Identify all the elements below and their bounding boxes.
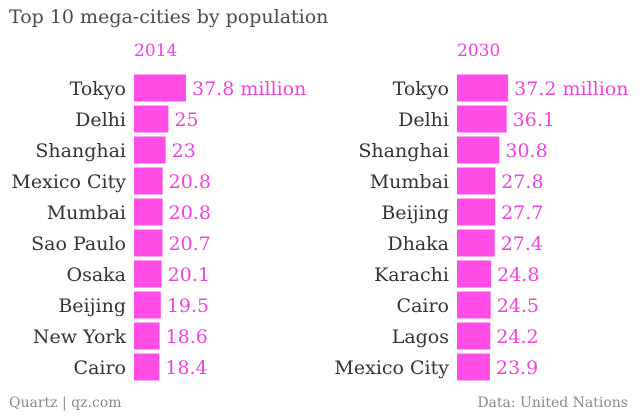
bar-2030-cairo xyxy=(457,291,491,319)
value-label-2030: 27.8 xyxy=(501,171,543,193)
category-label-2030: Delhi xyxy=(398,109,449,131)
value-label-2030: 24.2 xyxy=(496,326,538,348)
value-label-2030: 27.7 xyxy=(501,202,543,224)
bar-2014-new-york xyxy=(134,322,160,350)
chart-title: Top 10 mega-cities by population xyxy=(9,6,329,28)
bar-2014-mumbai xyxy=(134,198,163,226)
category-label-2014: Shanghai xyxy=(35,140,126,162)
bar-2014-beijing xyxy=(134,291,161,319)
bar-2030-karachi xyxy=(457,260,492,288)
category-label-2014: New York xyxy=(33,326,127,348)
bar-2030-mumbai xyxy=(457,167,496,195)
bar-2014-tokyo xyxy=(134,74,186,102)
value-label-2030: 30.8 xyxy=(505,140,547,162)
category-label-2014: Tokyo xyxy=(70,78,126,100)
panel-header-2030: 2030 xyxy=(457,41,500,61)
category-label-2030: Karachi xyxy=(374,264,449,286)
category-label-2030: Mumbai xyxy=(370,171,449,193)
value-label-2030: 23.9 xyxy=(496,357,538,379)
value-label-2014: 18.4 xyxy=(165,357,207,379)
value-label-2014: 23 xyxy=(172,140,196,162)
value-label-2030: 24.5 xyxy=(497,295,539,317)
bar-2014-shanghai xyxy=(134,136,166,164)
panel-header-2014: 2014 xyxy=(134,41,177,61)
value-label-2014: 20.8 xyxy=(169,171,211,193)
category-label-2014: Osaka xyxy=(67,264,127,286)
category-label-2030: Beijing xyxy=(381,202,449,224)
footer-credit: Quartz | qz.com xyxy=(9,395,122,411)
category-label-2014: Delhi xyxy=(75,109,126,131)
bar-2030-lagos xyxy=(457,322,491,350)
category-label-2014: Mumbai xyxy=(47,202,126,224)
bar-2030-shanghai xyxy=(457,136,500,164)
value-label-2014: 19.5 xyxy=(167,295,209,317)
value-label-2014: 37.8 million xyxy=(192,78,306,100)
category-label-2014: Cairo xyxy=(74,357,126,379)
category-label-2030: Shanghai xyxy=(358,140,449,162)
value-label-2030: 24.8 xyxy=(497,264,539,286)
category-label-2014: Beijing xyxy=(58,295,126,317)
category-label-2014: Sao Paulo xyxy=(31,233,126,255)
bar-2014-osaka xyxy=(134,260,162,288)
category-label-2030: Mexico City xyxy=(334,357,449,379)
value-label-2014: 18.6 xyxy=(166,326,208,348)
bar-2014-delhi xyxy=(134,105,169,133)
bar-2014-sao-paulo xyxy=(134,229,163,257)
value-label-2014: 20.1 xyxy=(168,264,210,286)
bar-2030-beijing xyxy=(457,198,496,226)
value-label-2014: 20.8 xyxy=(169,202,211,224)
category-label-2014: Mexico City xyxy=(11,171,126,193)
value-label-2030: 37.2 million xyxy=(514,78,628,100)
bar-2014-mexico-city xyxy=(134,167,163,195)
bar-2030-dhaka xyxy=(457,229,495,257)
value-label-2030: 27.4 xyxy=(501,233,543,255)
value-label-2014: 20.7 xyxy=(168,233,210,255)
footer-source: Data: United Nations xyxy=(477,395,628,411)
bar-2030-tokyo xyxy=(457,74,509,102)
category-label-2030: Lagos xyxy=(392,326,449,348)
category-label-2030: Cairo xyxy=(397,295,449,317)
bar-2030-delhi xyxy=(457,105,507,133)
category-label-2030: Dhaka xyxy=(387,233,449,255)
bar-2014-cairo xyxy=(134,353,160,381)
bar-2030-mexico-city xyxy=(457,353,490,381)
category-label-2030: Tokyo xyxy=(393,78,449,100)
value-label-2014: 25 xyxy=(174,109,198,131)
value-label-2030: 36.1 xyxy=(513,109,555,131)
